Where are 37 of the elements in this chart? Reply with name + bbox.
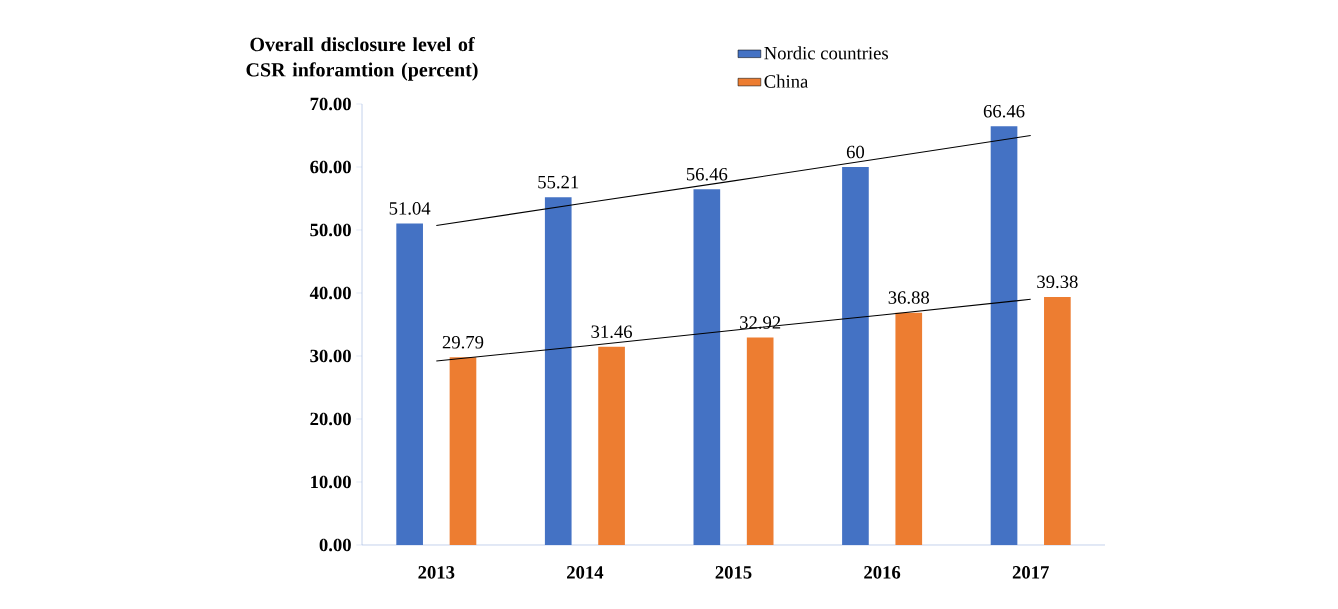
y-tick-label: 0.00 — [319, 538, 351, 552]
data-label: 36.88 — [888, 291, 930, 304]
x-tick-label: 2017 — [1012, 566, 1049, 579]
y-tick-label: 30.00 — [310, 349, 351, 363]
data-label: 29.79 — [442, 335, 484, 349]
data-label: 32.92 — [740, 316, 781, 329]
bar — [449, 357, 477, 545]
x-tick-label: 2014 — [567, 566, 604, 579]
bar — [598, 346, 625, 545]
y-tick-label: 50.00 — [310, 223, 351, 237]
data-label: 60 — [846, 145, 865, 159]
line-series — [435, 134, 1032, 227]
data-label: 56.46 — [686, 167, 728, 181]
legend-label: Nordic countries — [764, 46, 888, 60]
legend-label: China — [764, 74, 809, 88]
x-tick-label: 2015 — [715, 566, 752, 579]
y-tick-label: 20.00 — [310, 412, 351, 426]
data-label: 66.46 — [983, 104, 1025, 118]
data-label: 39.38 — [1037, 275, 1078, 289]
x-tick-label: 2016 — [864, 566, 901, 579]
bar — [895, 312, 923, 545]
bar — [1044, 296, 1071, 545]
bar — [544, 197, 572, 545]
bar — [693, 189, 721, 545]
y-tick-label: 10.00 — [311, 475, 351, 489]
bar — [842, 167, 869, 545]
y-tick-label: 40.00 — [309, 286, 351, 300]
x-tick-label: 2013 — [418, 566, 455, 579]
y-axis-title: Overall disclosure level of CSR inforamtion (percent) — [246, 36, 478, 81]
data-label: 55.21 — [538, 175, 579, 189]
bar — [990, 126, 1018, 545]
data-label: 51.04 — [389, 202, 431, 215]
y-tick-label: 70.00 — [310, 97, 351, 111]
bar — [746, 337, 774, 545]
bar — [396, 223, 423, 545]
data-label: 31.46 — [591, 325, 633, 339]
y-tick-label: 60.00 — [310, 160, 351, 174]
